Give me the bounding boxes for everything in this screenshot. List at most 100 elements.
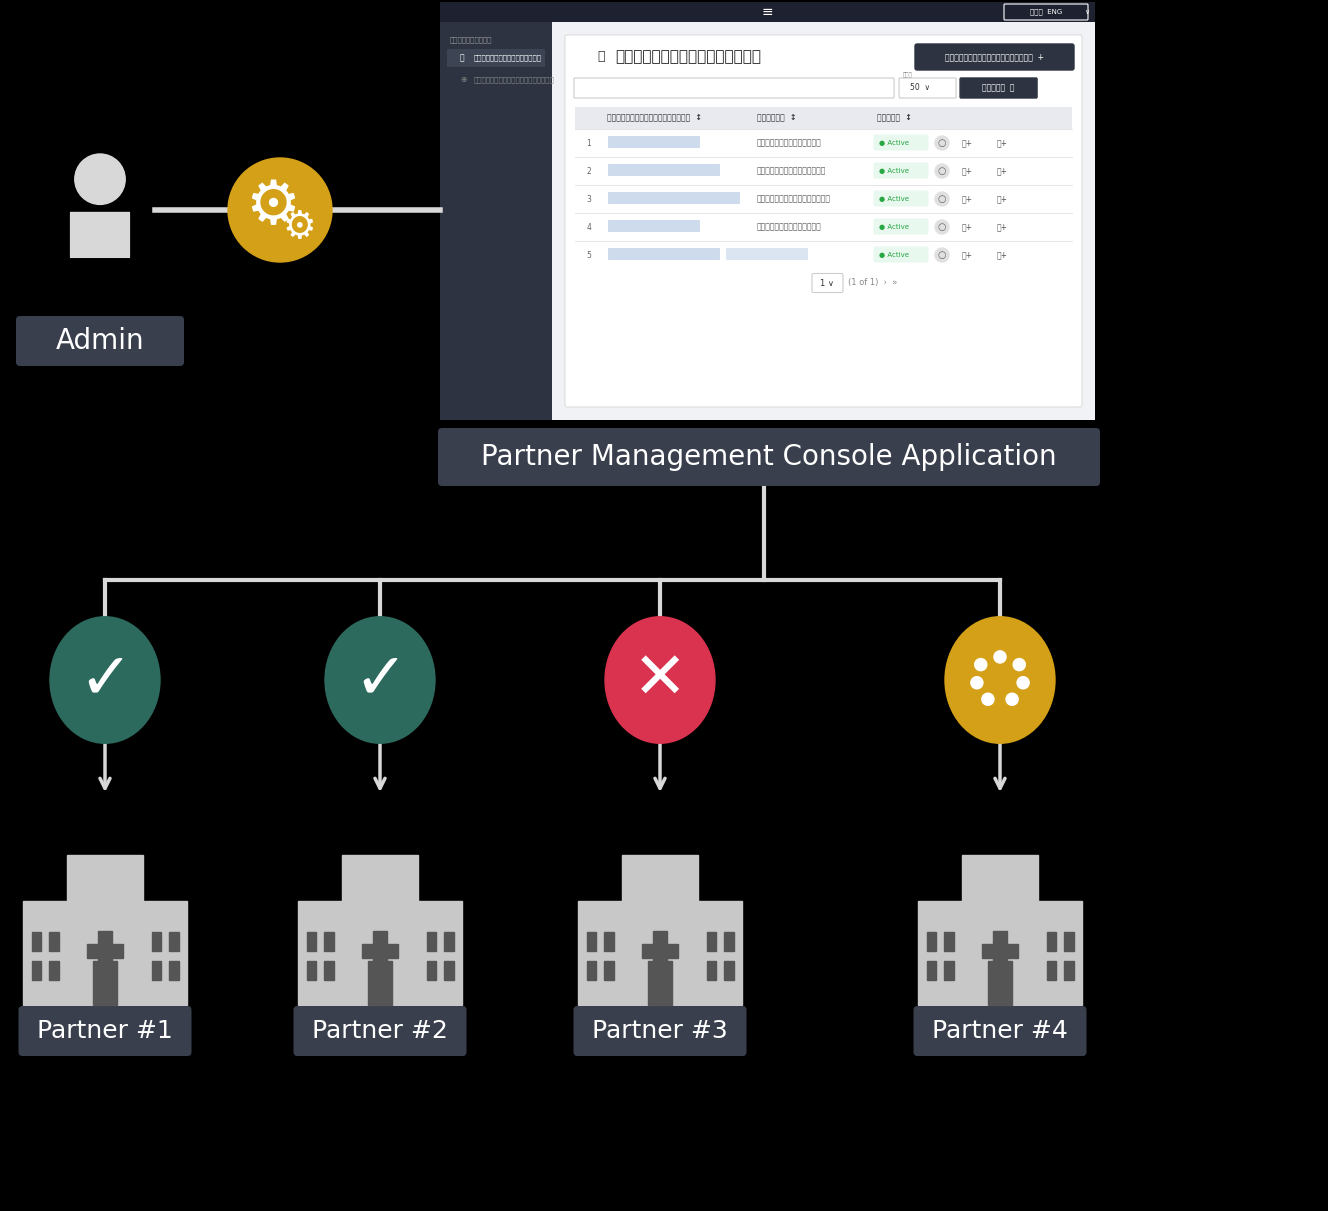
FancyBboxPatch shape xyxy=(608,163,720,176)
FancyBboxPatch shape xyxy=(440,22,552,420)
FancyBboxPatch shape xyxy=(307,962,316,980)
Text: การ: การ xyxy=(903,73,912,78)
FancyBboxPatch shape xyxy=(151,962,162,980)
Text: ค้นหา: ค้นหา xyxy=(579,82,602,92)
Text: ≡: ≡ xyxy=(762,5,773,19)
FancyBboxPatch shape xyxy=(587,962,596,980)
FancyBboxPatch shape xyxy=(1046,932,1057,951)
Text: 3: 3 xyxy=(587,195,591,203)
FancyBboxPatch shape xyxy=(915,44,1074,70)
Text: Partner #4: Partner #4 xyxy=(932,1018,1068,1043)
Text: (1 of 1)  ›  »: (1 of 1) › » xyxy=(849,279,898,287)
Text: 👤+: 👤+ xyxy=(961,251,973,259)
Circle shape xyxy=(1017,677,1029,689)
FancyBboxPatch shape xyxy=(608,193,740,203)
FancyBboxPatch shape xyxy=(448,48,544,67)
Text: Partner #3: Partner #3 xyxy=(592,1018,728,1043)
FancyBboxPatch shape xyxy=(575,107,1072,130)
FancyBboxPatch shape xyxy=(914,1006,1086,1056)
FancyBboxPatch shape xyxy=(93,962,117,1005)
FancyBboxPatch shape xyxy=(297,901,343,1005)
FancyBboxPatch shape xyxy=(643,945,677,958)
FancyBboxPatch shape xyxy=(944,932,954,951)
Text: 👤+: 👤+ xyxy=(961,223,973,231)
FancyBboxPatch shape xyxy=(811,274,843,293)
FancyBboxPatch shape xyxy=(874,162,928,178)
FancyBboxPatch shape xyxy=(944,962,954,980)
Circle shape xyxy=(935,136,950,150)
FancyBboxPatch shape xyxy=(170,932,179,951)
FancyBboxPatch shape xyxy=(927,932,936,951)
FancyBboxPatch shape xyxy=(608,136,700,148)
Text: เพิ่มพาร์ทเนอร์ใหม่  +: เพิ่มพาร์ทเนอร์ใหม่ + xyxy=(946,52,1044,62)
FancyBboxPatch shape xyxy=(324,962,335,980)
FancyBboxPatch shape xyxy=(324,932,335,951)
Circle shape xyxy=(935,220,950,234)
FancyBboxPatch shape xyxy=(438,427,1100,486)
FancyBboxPatch shape xyxy=(293,1006,466,1056)
FancyBboxPatch shape xyxy=(1038,901,1082,1005)
Ellipse shape xyxy=(50,616,159,744)
FancyBboxPatch shape xyxy=(983,945,1017,958)
FancyBboxPatch shape xyxy=(426,932,437,951)
FancyBboxPatch shape xyxy=(343,855,418,1005)
FancyBboxPatch shape xyxy=(426,962,437,980)
Text: ชื่อพาร์ทเนอร์หลัก  ↕: ชื่อพาร์ทเนอร์หลัก ↕ xyxy=(607,114,703,122)
FancyBboxPatch shape xyxy=(151,932,162,951)
Text: เมนูผู้ใช้: เมนูผู้ใช้ xyxy=(450,36,493,44)
FancyBboxPatch shape xyxy=(899,78,956,98)
FancyBboxPatch shape xyxy=(608,248,720,260)
Ellipse shape xyxy=(325,616,436,744)
Text: เครือศูนย์สุขภาพ: เครือศูนย์สุขภาพ xyxy=(757,195,831,203)
FancyBboxPatch shape xyxy=(706,962,717,980)
FancyBboxPatch shape xyxy=(874,218,928,235)
Text: 50  ∨: 50 ∨ xyxy=(910,84,930,92)
Text: Partner Management Console Application: Partner Management Console Application xyxy=(481,443,1057,471)
FancyBboxPatch shape xyxy=(927,962,936,980)
FancyBboxPatch shape xyxy=(66,855,143,1005)
Text: เครือโรงพยาบาล: เครือโรงพยาบาล xyxy=(757,138,822,148)
FancyBboxPatch shape xyxy=(445,932,454,951)
FancyBboxPatch shape xyxy=(961,855,1038,1005)
FancyBboxPatch shape xyxy=(307,932,316,951)
FancyBboxPatch shape xyxy=(16,316,185,366)
Text: Partner #2: Partner #2 xyxy=(312,1018,448,1043)
FancyBboxPatch shape xyxy=(993,931,1007,975)
Text: ○: ○ xyxy=(938,249,947,260)
Circle shape xyxy=(228,157,332,262)
Text: ✕: ✕ xyxy=(633,648,687,712)
FancyBboxPatch shape xyxy=(587,932,596,951)
Text: ⚙: ⚙ xyxy=(244,178,300,237)
Text: ✓: ✓ xyxy=(78,648,133,712)
Circle shape xyxy=(971,677,983,689)
Circle shape xyxy=(993,650,1007,662)
Circle shape xyxy=(935,193,950,206)
Text: 🏢+: 🏢+ xyxy=(997,138,1008,148)
FancyBboxPatch shape xyxy=(724,932,734,951)
Text: ⚙: ⚙ xyxy=(283,211,316,246)
Text: สถานะ  ↕: สถานะ ↕ xyxy=(876,114,912,122)
FancyBboxPatch shape xyxy=(32,932,41,951)
Text: ● Active: ● Active xyxy=(879,224,908,230)
Text: รายการพาร์ทเนอร์: รายการพาร์ทเนอร์ xyxy=(474,54,542,62)
FancyBboxPatch shape xyxy=(918,901,961,1005)
Text: เพิ่มพาร์ทเนอร์ใหม่: เพิ่มพาร์ทเนอร์ใหม่ xyxy=(474,76,555,84)
FancyBboxPatch shape xyxy=(170,962,179,980)
Text: ∨: ∨ xyxy=(1085,8,1089,15)
FancyBboxPatch shape xyxy=(143,901,187,1005)
Circle shape xyxy=(935,163,950,178)
Text: ✓: ✓ xyxy=(353,648,408,712)
Circle shape xyxy=(935,248,950,262)
FancyBboxPatch shape xyxy=(445,962,454,980)
Text: «  ‹: « ‹ xyxy=(815,279,831,288)
FancyBboxPatch shape xyxy=(604,932,614,951)
Text: โรงพยาบาลเดี่ยว: โรงพยาบาลเดี่ยว xyxy=(757,166,826,176)
Text: 2: 2 xyxy=(587,166,591,176)
FancyBboxPatch shape xyxy=(706,932,717,951)
FancyBboxPatch shape xyxy=(49,932,58,951)
Text: 1: 1 xyxy=(587,138,591,148)
Text: Partner #1: Partner #1 xyxy=(37,1018,173,1043)
FancyBboxPatch shape xyxy=(1046,962,1057,980)
Text: ● Active: ● Active xyxy=(879,196,908,202)
Text: ○: ○ xyxy=(938,166,947,176)
